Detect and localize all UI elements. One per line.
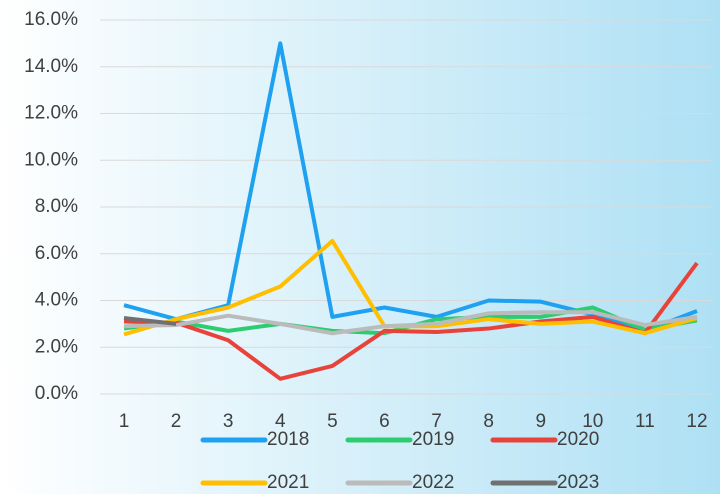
y-tick-label: 8.0% <box>35 196 78 217</box>
x-tick-label: 1 <box>119 411 130 432</box>
x-tick-label: 2 <box>171 411 182 432</box>
x-tick-label: 8 <box>483 411 494 432</box>
x-tick-label: 7 <box>431 411 442 432</box>
y-tick-label: 4.0% <box>35 290 78 311</box>
x-tick-label: 11 <box>635 411 655 432</box>
y-tick-label: 6.0% <box>35 243 78 264</box>
x-tick-label: 10 <box>582 411 603 432</box>
x-tick-label: 9 <box>535 411 546 432</box>
legend-label: 2022 <box>412 472 454 493</box>
series-line <box>123 310 698 336</box>
x-tick-label: 4 <box>275 411 286 432</box>
y-tick-label: 10.0% <box>24 149 78 170</box>
legend-label: 2019 <box>412 429 454 450</box>
y-tick-label: 0.0% <box>35 383 78 404</box>
y-tick-label: 2.0% <box>35 336 78 357</box>
series-line <box>123 316 177 326</box>
y-tick-label: 12.0% <box>24 103 78 124</box>
x-tick-label: 3 <box>223 411 234 432</box>
legend-label: 2020 <box>557 429 599 450</box>
x-tick-label: 5 <box>327 411 338 432</box>
legend-label: 2023 <box>557 472 599 493</box>
x-tick-label: 12 <box>686 411 707 432</box>
x-tick-label: 6 <box>379 411 390 432</box>
legend-label: 2018 <box>267 429 309 450</box>
series-line <box>123 261 699 381</box>
y-tick-label: 16.0% <box>24 9 78 30</box>
legend-label: 2021 <box>267 472 309 493</box>
y-tick-label: 14.0% <box>24 56 78 77</box>
